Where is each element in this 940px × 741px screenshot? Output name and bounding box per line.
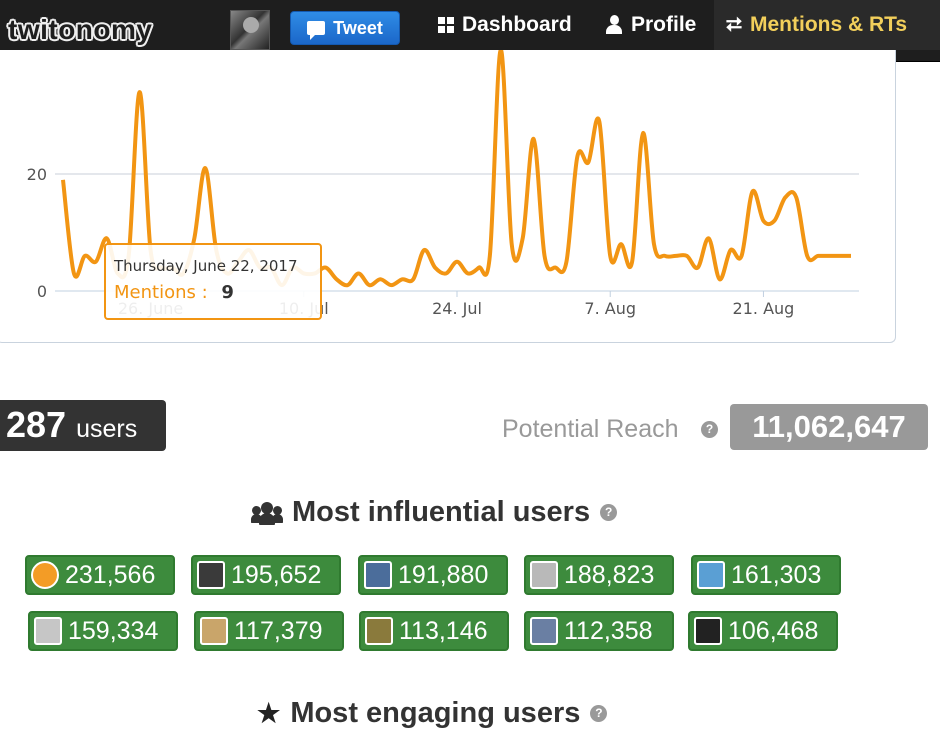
- tweet-button[interactable]: Tweet: [290, 11, 400, 45]
- y-axis-ticks: 0 20: [27, 165, 47, 301]
- influential-user-chip[interactable]: 191,880: [358, 555, 508, 595]
- speech-bubble-icon: [307, 21, 326, 40]
- user-followers: 117,379: [234, 616, 323, 645]
- influential-user-chip[interactable]: 159,334: [28, 611, 178, 651]
- user-followers: 112,358: [564, 616, 653, 645]
- person-icon: [605, 15, 623, 35]
- nav-profile-label: Profile: [631, 13, 697, 36]
- influential-user-chip[interactable]: 231,566: [25, 555, 175, 595]
- nav-dashboard-label: Dashboard: [462, 13, 572, 36]
- influential-user-chip[interactable]: 195,652: [191, 555, 341, 595]
- user-avatar: [364, 561, 392, 589]
- influential-user-chip[interactable]: 112,358: [524, 611, 674, 651]
- chart-tooltip: Thursday, June 22, 2017 Mentions : 9: [104, 243, 322, 320]
- user-followers: 231,566: [65, 560, 156, 589]
- user-avatar: [530, 561, 558, 589]
- user-avatar: [530, 617, 558, 645]
- user-followers: 161,303: [731, 560, 822, 589]
- users-count: 287: [6, 404, 67, 445]
- most-engaging-label: Most engaging users: [290, 697, 581, 729]
- most-influential-title: Most influential users ?: [251, 496, 618, 529]
- most-engaging-title: ★ Most engaging users ?: [257, 697, 608, 730]
- tweet-button-label: Tweet: [333, 17, 383, 38]
- influential-user-chip[interactable]: 161,303: [691, 555, 841, 595]
- twitonomy-logo[interactable]: twitonomy: [8, 14, 153, 45]
- user-avatar: [197, 561, 225, 589]
- y-tick-label: 20: [27, 165, 47, 184]
- influential-user-chip[interactable]: 117,379: [194, 611, 344, 651]
- user-followers: 159,334: [68, 616, 159, 645]
- star-icon: ★: [257, 698, 281, 728]
- tooltip-value: 9: [221, 282, 234, 303]
- nav-mentions-label: Mentions & RTs: [750, 13, 908, 36]
- influential-user-chip[interactable]: 113,146: [359, 611, 509, 651]
- help-icon[interactable]: ?: [701, 421, 718, 438]
- nav-dashboard[interactable]: Dashboard: [438, 0, 572, 50]
- help-icon[interactable]: ?: [600, 504, 618, 521]
- user-avatar: [34, 617, 62, 645]
- user-avatar: [697, 561, 725, 589]
- user-avatar: [200, 617, 228, 645]
- user-avatar: [365, 617, 393, 645]
- users-count-badge: 287 users: [0, 400, 166, 451]
- user-avatar: [694, 617, 722, 645]
- x-tick-label: 24. Jul: [432, 299, 482, 318]
- user-followers: 188,823: [564, 560, 655, 589]
- potential-reach-value: 11,062,647: [730, 404, 928, 450]
- most-influential-label: Most influential users: [292, 496, 591, 528]
- tooltip-date: Thursday, June 22, 2017: [114, 257, 298, 275]
- influential-user-chip[interactable]: 106,468: [688, 611, 838, 651]
- nav-profile[interactable]: Profile: [605, 0, 696, 50]
- influential-user-chip[interactable]: 188,823: [524, 555, 674, 595]
- help-icon[interactable]: ?: [590, 705, 608, 722]
- tooltip-series-name: Mentions: [114, 282, 196, 303]
- x-tick-label: 7. Aug: [584, 299, 636, 318]
- grid-icon: [438, 17, 454, 33]
- account-avatar[interactable]: [230, 10, 270, 50]
- x-tick-label: 21. Aug: [733, 299, 795, 318]
- users-unit: users: [76, 415, 138, 443]
- y-tick-label: 0: [37, 282, 47, 301]
- retweet-icon: ⮂: [726, 13, 742, 36]
- user-followers: 106,468: [728, 616, 819, 645]
- user-avatar: [31, 561, 59, 589]
- users-group-icon: [251, 501, 283, 525]
- user-followers: 113,146: [399, 616, 488, 645]
- top-navbar: twitonomy Tweet Dashboard Profile ⮂ Ment…: [0, 0, 940, 62]
- user-followers: 195,652: [231, 560, 322, 589]
- user-followers: 191,880: [398, 560, 489, 589]
- potential-reach-label: Potential Reach: [502, 415, 679, 443]
- nav-mentions-rts[interactable]: ⮂ Mentions & RTs: [714, 0, 940, 50]
